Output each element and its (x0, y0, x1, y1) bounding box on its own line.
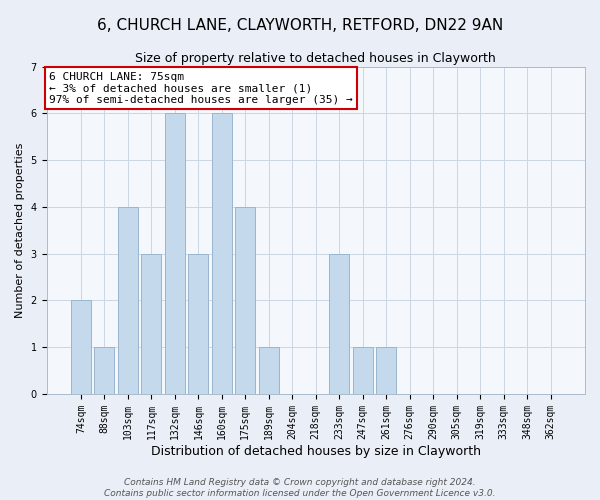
Bar (118, 207, 138, 394)
Text: 6 CHURCH LANE: 75sqm
← 3% of detached houses are smaller (1)
97% of semi-detache: 6 CHURCH LANE: 75sqm ← 3% of detached ho… (49, 72, 353, 105)
Bar (165, 114, 185, 394)
Text: Contains HM Land Registry data © Crown copyright and database right 2024.
Contai: Contains HM Land Registry data © Crown c… (104, 478, 496, 498)
Bar (94, 347, 115, 394)
Title: Size of property relative to detached houses in Clayworth: Size of property relative to detached ho… (136, 52, 496, 66)
Bar (188, 254, 208, 394)
X-axis label: Distribution of detached houses by size in Clayworth: Distribution of detached houses by size … (151, 444, 481, 458)
Y-axis label: Number of detached properties: Number of detached properties (15, 142, 25, 318)
Bar (353, 347, 373, 394)
Bar (329, 254, 349, 394)
Text: 6, CHURCH LANE, CLAYWORTH, RETFORD, DN22 9AN: 6, CHURCH LANE, CLAYWORTH, RETFORD, DN22… (97, 18, 503, 32)
Bar (71, 300, 91, 394)
Bar (376, 347, 396, 394)
Bar (212, 114, 232, 394)
Bar (259, 347, 279, 394)
Bar (142, 254, 161, 394)
Bar (235, 207, 256, 394)
